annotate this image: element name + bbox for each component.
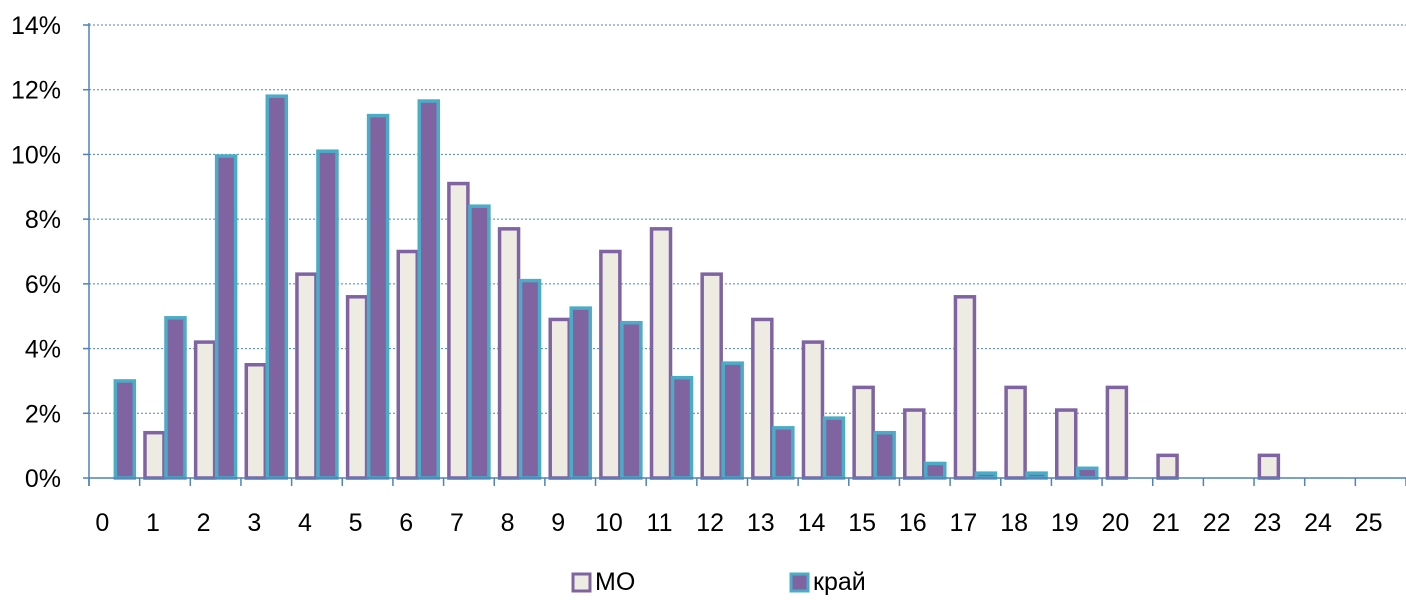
bar-krai <box>113 379 137 480</box>
bar-krai <box>265 94 289 480</box>
x-tick-label: 21 <box>1152 509 1180 537</box>
x-tick-label: 11 <box>647 509 673 537</box>
bars <box>113 94 1281 480</box>
bar-mo <box>599 249 622 480</box>
bar-mo <box>1004 385 1027 480</box>
bar-mo <box>447 181 470 480</box>
x-tick-label: 15 <box>848 509 876 537</box>
y-tick-label: 14% <box>11 12 61 40</box>
bar-krai <box>569 306 592 480</box>
bar-krai <box>822 416 846 480</box>
bar-mo <box>1105 385 1129 480</box>
bar-krai <box>873 430 896 480</box>
legend-swatch-krai <box>789 572 810 593</box>
bar-mo <box>295 272 318 480</box>
y-tick-label: 12% <box>11 77 61 105</box>
x-tick-label: 20 <box>1101 509 1129 537</box>
bar-krai <box>164 316 187 480</box>
x-tick-label: 19 <box>1051 509 1079 537</box>
y-tick-label: 6% <box>25 271 61 299</box>
bar-mo <box>852 385 875 480</box>
legend-label-mo: МО <box>595 568 635 596</box>
bar-krai <box>417 99 440 480</box>
bar-mo <box>345 295 369 480</box>
x-tick-label: 22 <box>1203 509 1231 537</box>
x-tick-label: 13 <box>747 509 775 537</box>
bar-krai <box>670 375 694 480</box>
bar-krai <box>620 320 643 480</box>
x-tick-label: 2 <box>197 509 211 537</box>
x-tick-label: 6 <box>399 509 413 537</box>
bar-krai <box>518 278 542 480</box>
bar-mo <box>700 272 723 480</box>
bar-mo <box>953 295 977 480</box>
bar-mo <box>1257 453 1281 480</box>
grid-lines <box>89 24 1406 414</box>
bar-mo <box>903 408 926 480</box>
x-tick-label: 25 <box>1355 509 1383 537</box>
bar-mo <box>751 317 774 480</box>
x-tick-label: 24 <box>1304 509 1332 537</box>
bar-krai <box>721 361 744 480</box>
bar-krai <box>924 461 947 480</box>
bar-krai <box>772 426 795 480</box>
x-tick-label: 4 <box>298 509 312 537</box>
legend-label-krai: край <box>813 568 866 596</box>
legend: МО край <box>571 568 866 596</box>
x-tick-label: 1 <box>146 509 160 537</box>
bar-krai <box>366 113 390 480</box>
bar-mo <box>548 317 571 480</box>
y-tick-label: 10% <box>11 141 61 169</box>
bar-mo <box>143 430 166 480</box>
bar-mo <box>649 227 673 480</box>
bar-krai <box>1076 466 1099 480</box>
axes <box>83 23 1406 486</box>
y-tick-label: 4% <box>25 336 61 364</box>
x-tick-label: 8 <box>501 509 515 537</box>
x-axis-tick-labels: 0 1 2 3 4 5 6 7 8 9 10 11 12 13 14 15 16 17 18 19 20 21 22 23 24… <box>95 509 1382 537</box>
x-tick-label: 23 <box>1253 509 1281 537</box>
x-tick-label: 16 <box>899 509 927 537</box>
legend-swatch-mo <box>571 572 592 593</box>
bar-mo <box>244 363 268 480</box>
x-tick-label: 12 <box>696 509 724 537</box>
bar-krai <box>316 149 339 480</box>
bar-mo <box>193 340 217 480</box>
bar-krai <box>214 154 238 480</box>
y-tick-label: 8% <box>25 206 61 234</box>
x-tick-label: 14 <box>798 509 826 537</box>
x-tick-label: 7 <box>450 509 464 537</box>
x-tick-label: 18 <box>1000 509 1028 537</box>
bar-mo <box>801 340 825 480</box>
bar-mo <box>497 227 521 480</box>
y-tick-label: 0% <box>25 465 61 493</box>
x-tick-label: 17 <box>950 509 978 537</box>
x-tick-label: 5 <box>349 509 363 537</box>
bar-mo <box>1055 408 1078 480</box>
y-tick-label: 2% <box>25 400 61 428</box>
x-tick-label: 0 <box>95 509 109 537</box>
x-tick-label: 3 <box>247 509 261 537</box>
bar-krai <box>468 204 491 480</box>
bar-mo <box>396 249 419 480</box>
x-tick-label: 9 <box>551 509 565 537</box>
bar-mo <box>1156 453 1179 480</box>
x-tick-label: 10 <box>595 509 623 537</box>
y-axis-tick-labels: 0% 2% 4% 6% 8% 10% 12% 14% <box>11 12 61 493</box>
